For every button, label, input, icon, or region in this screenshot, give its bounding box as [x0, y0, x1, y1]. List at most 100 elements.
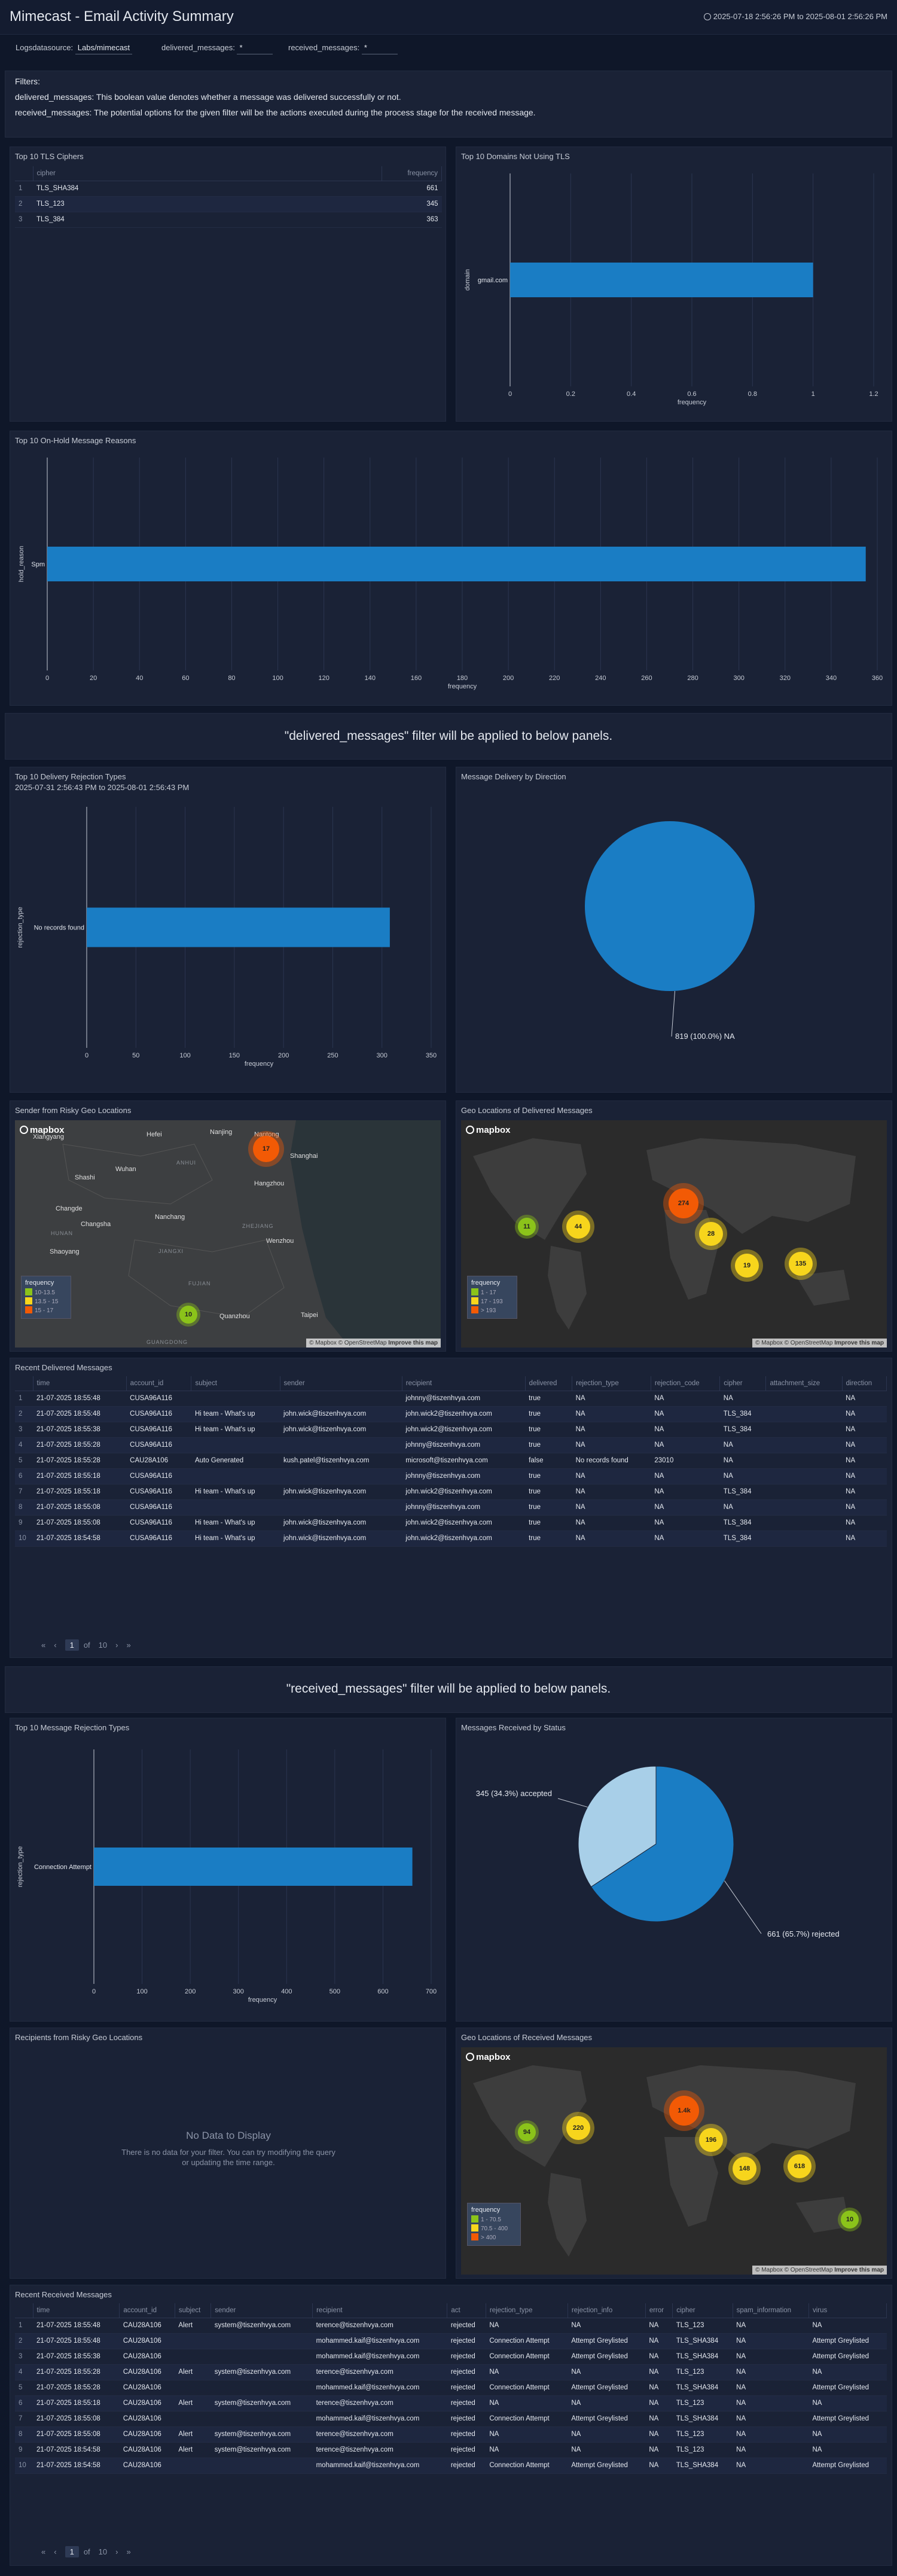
map-cluster-marker[interactable]: 220 [566, 2116, 590, 2140]
map-cluster-marker[interactable]: 19 [735, 1254, 759, 1278]
prev-page-button[interactable]: ‹ [54, 1641, 57, 1650]
col-time[interactable]: time [33, 2303, 120, 2318]
next-page-button[interactable]: › [115, 1641, 118, 1650]
filter-delivered-messages[interactable]: delivered_messages: * [161, 43, 273, 54]
marker-count: 135 [795, 1260, 807, 1267]
col-rejection-info[interactable]: rejection_info [568, 2303, 646, 2318]
map-cluster-marker[interactable]: 94 [518, 2123, 536, 2141]
bar[interactable] [510, 263, 813, 297]
col-direction[interactable]: direction [842, 1376, 887, 1391]
col-sender[interactable]: sender [210, 2303, 313, 2318]
time-range-picker[interactable]: 2025-07-18 2:56:26 PM to 2025-08-01 2:56… [703, 12, 887, 21]
col-delivered[interactable]: delivered [525, 1376, 573, 1391]
filter-value[interactable]: Labs/mimecast [75, 43, 133, 54]
received-geo-map[interactable]: mapbox 1.4k 94 220 196 148 618 10 frequency 1 … [461, 2047, 887, 2275]
table-row[interactable]: 7 21-07-2025 18:55:08 CAU28A106 mohammed.ka… [15, 2411, 887, 2427]
map-attribution[interactable]: © Mapbox © OpenStreetMap Improve this ma… [752, 1339, 887, 1348]
first-page-button[interactable]: « [41, 2547, 46, 2556]
delivery-direction-panel: Message Delivery by Direction 819 (100.0… [456, 767, 892, 1093]
col-time[interactable]: time [33, 1376, 127, 1391]
map-attribution[interactable]: © Mapbox © OpenStreetMap Improve this ma… [306, 1339, 441, 1348]
cell-act: rejected [447, 2364, 486, 2380]
table-row[interactable]: 4 21-07-2025 18:55:28 CAU28A106 Alert system… [15, 2364, 887, 2380]
col-rejection-code[interactable]: rejection_code [651, 1376, 721, 1391]
table-row[interactable]: 8 21-07-2025 18:55:08 CUSA96A116 johnny@tis… [15, 1499, 887, 1516]
table-row[interactable]: 6 21-07-2025 18:55:18 CUSA96A116 johnny@tis… [15, 1468, 887, 1484]
filter-value[interactable]: * [237, 43, 273, 54]
table-row[interactable]: 9 21-07-2025 18:54:58 CAU28A106 Alert system… [15, 2442, 887, 2458]
col-virus[interactable]: virus [808, 2303, 887, 2318]
map-cluster-marker[interactable]: 135 [789, 1252, 813, 1276]
map-cluster-marker[interactable]: 274 [669, 1188, 698, 1218]
table-row[interactable]: 8 21-07-2025 18:55:08 CAU28A106 Alert system… [15, 2426, 887, 2443]
map-cluster-marker[interactable]: 196 [699, 2128, 723, 2152]
col-act[interactable]: act [447, 2303, 486, 2318]
table-row[interactable]: 1 21-07-2025 18:55:48 CAU28A106 Alert system… [15, 2318, 887, 2334]
filter-logsdatasource[interactable]: Logsdatasource: Labs/mimecast [16, 43, 133, 54]
table-row[interactable]: 9 21-07-2025 18:55:08 CUSA96A116 Hi team - … [15, 1515, 887, 1531]
filter-received-messages[interactable]: received_messages: * [288, 43, 398, 54]
col-frequency[interactable]: frequency [382, 166, 442, 181]
map-cluster-marker[interactable]: 148 [733, 2157, 756, 2181]
received-status-panel: Messages Received by Status 661 (65.7%) … [456, 1718, 892, 2022]
col-recipient[interactable]: recipient [312, 2303, 448, 2318]
x-tick-label: 300 [377, 1052, 388, 1059]
bar[interactable] [94, 1848, 413, 1886]
cell-cipher: TLS_123 [672, 2426, 733, 2443]
filter-value[interactable]: * [361, 43, 398, 54]
table-row[interactable]: 1 21-07-2025 18:55:48 CUSA96A116 johnny@tis… [15, 1391, 887, 1407]
current-page[interactable]: 1 [65, 2546, 79, 2557]
x-tick-label: 140 [365, 675, 376, 682]
col-subject[interactable]: subject [191, 1376, 280, 1391]
map-cluster-marker[interactable]: 17 [253, 1136, 279, 1162]
map-place-label: Wenzhou [266, 1237, 294, 1245]
map-cluster-marker[interactable]: 10 [179, 1306, 197, 1324]
delivered-geo-map[interactable]: mapbox 274 11 44 28 19 135 frequency 1 - 17 1… [461, 1120, 887, 1348]
sender-geo-map[interactable]: mapbox Xiangyang Hefei Nanjing Nantong Shang… [15, 1120, 441, 1348]
pie-slice[interactable] [590, 1766, 734, 1922]
current-page[interactable]: 1 [65, 1639, 79, 1651]
col-rejection-type[interactable]: rejection_type [572, 1376, 651, 1391]
col-attachment-size[interactable]: attachment_size [765, 1376, 843, 1391]
map-cluster-marker[interactable]: 11 [518, 1218, 536, 1236]
map-cluster-marker[interactable]: 44 [566, 1215, 590, 1239]
col-subject[interactable]: subject [175, 2303, 212, 2318]
map-cluster-marker[interactable]: 618 [788, 2154, 811, 2178]
col-cipher[interactable]: cipher [672, 2303, 733, 2318]
cell-time: 21-07-2025 18:55:28 [33, 2380, 120, 2396]
table-row[interactable]: 6 21-07-2025 18:55:18 CAU28A106 Alert system… [15, 2395, 887, 2412]
col-error[interactable]: error [645, 2303, 673, 2318]
col-rejection-type[interactable]: rejection_type [486, 2303, 568, 2318]
cell-subject: Hi team - What's up [191, 1531, 280, 1547]
last-page-button[interactable]: » [126, 2547, 131, 2556]
col-cipher[interactable]: cipher [33, 166, 382, 181]
table-row[interactable]: 10 21-07-2025 18:54:58 CUSA96A116 Hi team -… [15, 1531, 887, 1547]
pie-slice[interactable] [585, 821, 755, 991]
table-row[interactable]: 7 21-07-2025 18:55:18 CUSA96A116 Hi team - … [15, 1484, 887, 1500]
bar[interactable] [47, 547, 866, 581]
last-page-button[interactable]: » [126, 1641, 131, 1650]
table-row[interactable]: 5 21-07-2025 18:55:28 CAU28A106 Auto Genera… [15, 1453, 887, 1469]
col-cipher[interactable]: cipher [719, 1376, 767, 1391]
col-spam-information[interactable]: spam_information [733, 2303, 809, 2318]
next-page-button[interactable]: › [115, 2547, 118, 2556]
table-row[interactable]: 3 21-07-2025 18:55:38 CAU28A106 mohammed.ka… [15, 2349, 887, 2365]
map-cluster-marker[interactable]: 10 [841, 2211, 859, 2229]
table-row[interactable]: 4 21-07-2025 18:55:28 CUSA96A116 johnny@tis… [15, 1437, 887, 1453]
map-attribution[interactable]: © Mapbox © OpenStreetMap Improve this ma… [752, 2266, 887, 2275]
tls-ciphers-panel: Top 10 TLS Ciphers cipher frequency 1 TLS_… [10, 147, 446, 422]
table-row[interactable]: 10 21-07-2025 18:54:58 CAU28A106 mohammed.k… [15, 2458, 887, 2474]
bar[interactable] [87, 907, 390, 947]
map-cluster-marker[interactable]: 1.4k [669, 2096, 699, 2126]
table-row[interactable]: 5 21-07-2025 18:55:28 CAU28A106 mohammed.ka… [15, 2380, 887, 2396]
prev-page-button[interactable]: ‹ [54, 2547, 57, 2556]
table-row[interactable]: 2 21-07-2025 18:55:48 CUSA96A116 Hi team - … [15, 1406, 887, 1422]
col-sender[interactable]: sender [280, 1376, 402, 1391]
col-recipient[interactable]: recipient [402, 1376, 526, 1391]
map-cluster-marker[interactable]: 28 [699, 1222, 723, 1246]
table-row[interactable]: 3 21-07-2025 18:55:38 CUSA96A116 Hi team - … [15, 1422, 887, 1438]
col-account-id[interactable]: account_id [119, 2303, 175, 2318]
col-account-id[interactable]: account_id [126, 1376, 192, 1391]
table-row[interactable]: 2 21-07-2025 18:55:48 CAU28A106 mohammed.ka… [15, 2333, 887, 2349]
first-page-button[interactable]: « [41, 1641, 46, 1650]
